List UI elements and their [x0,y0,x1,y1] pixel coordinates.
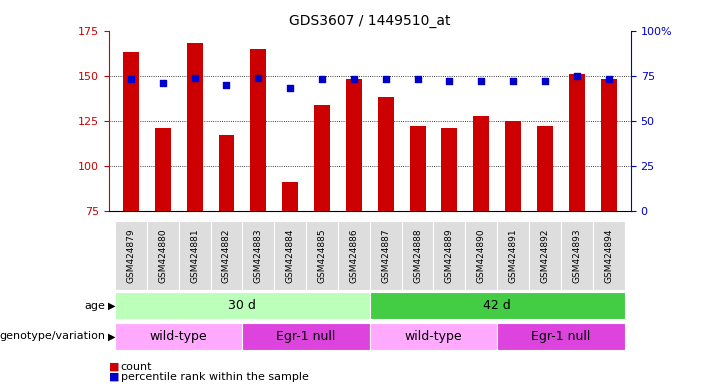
Point [285,85,296,91]
Point [475,78,486,84]
Text: ▶: ▶ [108,331,116,341]
Bar [346,79,362,211]
Bar [569,74,585,211]
Text: GSM424894: GSM424894 [604,228,613,283]
Bar [378,98,394,211]
Point [125,76,137,83]
FancyBboxPatch shape [115,323,243,350]
Text: age: age [84,301,105,311]
Text: GSM424884: GSM424884 [286,228,294,283]
Text: GSM424886: GSM424886 [349,228,358,283]
Bar [537,126,553,211]
FancyBboxPatch shape [370,221,402,290]
Point [412,76,423,83]
Point [348,76,360,83]
Bar [283,182,298,211]
FancyBboxPatch shape [243,221,274,290]
Bar [314,105,330,211]
Text: GSM424888: GSM424888 [413,228,422,283]
Point [571,73,583,79]
Text: GSM424892: GSM424892 [540,228,550,283]
FancyBboxPatch shape [497,323,625,350]
Point [380,76,391,83]
Text: 30 d: 30 d [229,299,257,312]
Text: count: count [121,362,152,372]
Point [253,74,264,81]
FancyBboxPatch shape [370,292,625,319]
Bar [473,116,489,211]
Text: GSM424891: GSM424891 [509,228,517,283]
Text: wild-type: wild-type [404,330,462,343]
Text: GSM424885: GSM424885 [318,228,327,283]
Point [316,76,327,83]
Text: ■: ■ [109,372,119,382]
Text: GSM424883: GSM424883 [254,228,263,283]
Bar [505,121,521,211]
Text: Egr-1 null: Egr-1 null [276,330,336,343]
FancyBboxPatch shape [115,221,147,290]
Text: GSM424889: GSM424889 [445,228,454,283]
Text: GSM424887: GSM424887 [381,228,390,283]
FancyBboxPatch shape [592,221,625,290]
Point [508,78,519,84]
Bar [123,52,139,211]
Text: ▶: ▶ [108,301,116,311]
FancyBboxPatch shape [370,323,497,350]
Text: GSM424882: GSM424882 [222,228,231,283]
Text: GSM424890: GSM424890 [477,228,486,283]
Bar [155,128,171,211]
FancyBboxPatch shape [561,221,592,290]
FancyBboxPatch shape [497,221,529,290]
Point [157,80,168,86]
Point [189,74,200,81]
FancyBboxPatch shape [210,221,243,290]
FancyBboxPatch shape [243,323,370,350]
FancyBboxPatch shape [306,221,338,290]
Text: GSM424893: GSM424893 [572,228,581,283]
Text: GSM424879: GSM424879 [126,228,135,283]
Point [444,78,455,84]
Text: wild-type: wild-type [150,330,207,343]
Point [221,82,232,88]
Title: GDS3607 / 1449510_at: GDS3607 / 1449510_at [289,14,451,28]
FancyBboxPatch shape [529,221,561,290]
FancyBboxPatch shape [147,221,179,290]
Text: GSM424881: GSM424881 [190,228,199,283]
FancyBboxPatch shape [433,221,465,290]
Bar [601,79,617,211]
Text: percentile rank within the sample: percentile rank within the sample [121,372,308,382]
Text: genotype/variation: genotype/variation [0,331,105,341]
Bar [409,126,426,211]
FancyBboxPatch shape [402,221,433,290]
FancyBboxPatch shape [274,221,306,290]
Text: 42 d: 42 d [483,299,511,312]
FancyBboxPatch shape [115,292,370,319]
Point [539,78,550,84]
Text: Egr-1 null: Egr-1 null [531,330,590,343]
Point [603,76,614,83]
FancyBboxPatch shape [179,221,210,290]
Bar [442,128,457,211]
FancyBboxPatch shape [338,221,370,290]
Text: GSM424880: GSM424880 [158,228,168,283]
Bar [250,49,266,211]
Bar [219,136,234,211]
Text: ■: ■ [109,362,119,372]
Bar [186,43,203,211]
FancyBboxPatch shape [465,221,497,290]
